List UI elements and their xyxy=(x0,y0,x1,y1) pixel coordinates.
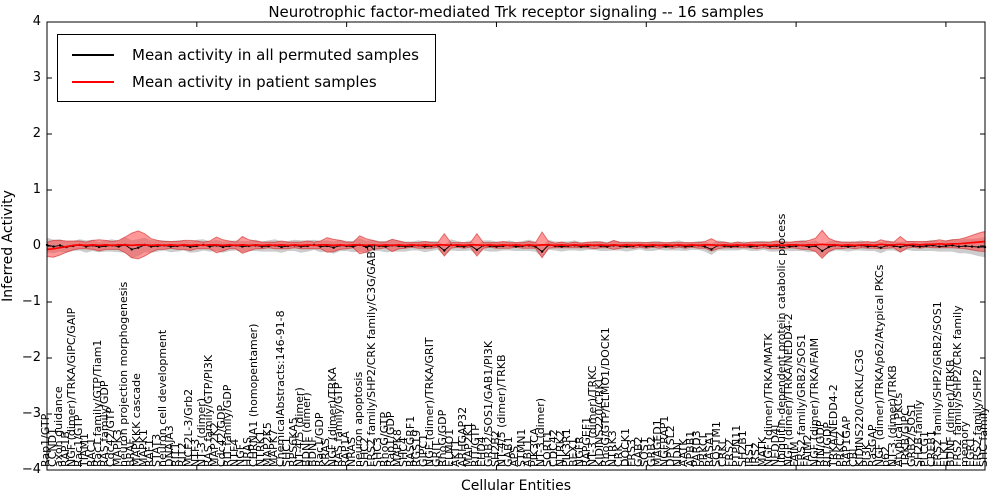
permuted-mean-marker xyxy=(957,245,961,248)
permuted-mean-marker xyxy=(560,245,563,248)
permuted-mean-marker xyxy=(918,245,922,248)
permuted-mean-marker xyxy=(319,245,322,248)
chart-title: Neurotrophic factor-mediated Trk recepto… xyxy=(268,3,764,21)
permuted-mean-marker xyxy=(137,246,140,249)
y-tick-label: 4 xyxy=(32,14,41,29)
permuted-mean-marker xyxy=(944,244,948,248)
legend: Mean activity in all permuted samples Me… xyxy=(57,34,436,102)
y-tick-label: −3 xyxy=(21,406,41,421)
permuted-mean-marker xyxy=(912,244,915,248)
permuted-mean-marker xyxy=(866,245,869,248)
permuted-mean-marker xyxy=(208,245,211,248)
permuted-mean-marker xyxy=(189,245,192,249)
permuted-mean-marker xyxy=(514,245,518,248)
permuted-mean-marker xyxy=(221,245,225,249)
y-tick-label: 0 xyxy=(32,238,41,253)
permuted-mean-marker xyxy=(97,245,101,249)
permuted-mean-marker xyxy=(807,245,811,249)
patient-mean-line xyxy=(46,240,986,251)
patient-line-swatch xyxy=(72,80,114,83)
permuted-mean-marker xyxy=(951,244,954,247)
permuted-mean-marker xyxy=(443,249,446,252)
permuted-mean-marker xyxy=(964,244,967,248)
permuted-mean-marker xyxy=(117,245,120,248)
permuted-mean-marker xyxy=(241,245,244,248)
permuted-mean-marker xyxy=(52,245,55,248)
permuted-mean-marker xyxy=(879,246,882,249)
y-tick-label: −1 xyxy=(21,294,41,309)
permuted-mean-marker xyxy=(58,244,62,247)
entity-label: FRS2 family/SHP2/CRK family/C3G/GAB2 xyxy=(364,244,378,467)
permuted-mean-marker xyxy=(970,245,974,248)
permuted-mean-marker xyxy=(925,244,928,248)
permuted-mean-marker xyxy=(977,245,980,249)
permuted-mean-marker xyxy=(423,245,426,248)
permuted-mean-marker xyxy=(332,246,335,249)
legend-label-permuted: Mean activity in all permuted samples xyxy=(132,45,419,64)
permuted-mean-marker xyxy=(899,245,902,249)
y-tick-label: 1 xyxy=(32,182,41,197)
permuted-mean-marker xyxy=(749,245,752,248)
permuted-mean-marker xyxy=(352,245,355,248)
permuted-mean-marker xyxy=(788,245,791,248)
y-tick-label: 2 xyxy=(32,126,41,141)
permuted-mean-marker xyxy=(625,245,628,248)
entity-label: NGF (dimer)/TRKA/p62/Atypical PKCs xyxy=(872,264,886,467)
y-tick-label: −4 xyxy=(21,462,41,477)
permuted-mean-marker xyxy=(169,245,172,248)
x-axis-label: Cellular Entities xyxy=(460,478,572,494)
entity-label: SHC family xyxy=(977,406,990,467)
permuted-mean-marker xyxy=(827,245,830,249)
permuted-mean-marker xyxy=(384,245,387,248)
legend-item-permuted: Mean activity in all permuted samples xyxy=(72,41,419,68)
permuted-mean-marker xyxy=(664,245,667,248)
permuted-mean-marker xyxy=(130,248,133,251)
permuted-mean-marker xyxy=(710,248,713,251)
y-tick-label: 3 xyxy=(32,70,41,85)
permuted-mean-marker xyxy=(540,250,544,253)
permuted-mean-marker xyxy=(821,249,824,253)
legend-label-patient: Mean activity in patient samples xyxy=(132,72,377,91)
permuted-mean-marker xyxy=(280,245,283,249)
permuted-mean-marker xyxy=(847,245,850,248)
permuted-mean-marker xyxy=(703,245,707,248)
permuted-mean-marker xyxy=(365,245,368,249)
permuted-line-swatch xyxy=(72,53,114,56)
y-tick-label: −2 xyxy=(21,350,41,365)
permuted-mean-marker xyxy=(475,248,479,252)
permuted-mean-marker xyxy=(938,245,941,248)
legend-item-patient: Mean activity in patient samples xyxy=(72,68,419,95)
